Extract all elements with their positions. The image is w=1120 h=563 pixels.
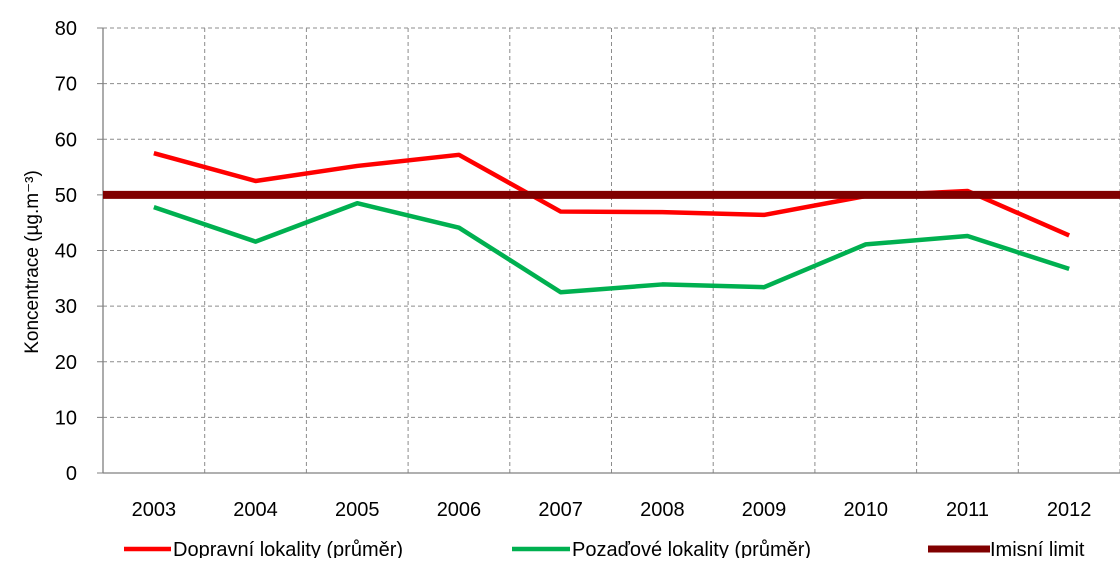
legend-label-3: Imisní limit [990, 539, 1085, 558]
legend-label-2: Pozaďové lokality (průměr) [572, 539, 811, 558]
x-tick-label: 2006 [437, 499, 482, 521]
y-tick-label: 30 [55, 296, 77, 318]
y-tick-label: 10 [55, 407, 77, 429]
y-tick-label: 70 [55, 74, 77, 96]
y-tick-label: 60 [55, 129, 77, 151]
y-tick-label: 0 [66, 463, 77, 485]
x-tick-label: 2008 [640, 499, 685, 521]
x-tick-label: 2012 [1047, 499, 1092, 521]
axes [97, 27, 1120, 474]
x-tick-label: 2011 [946, 499, 989, 521]
y-tick-labels: 0 10 20 30 40 50 60 70 80 [55, 18, 77, 485]
x-tick-label: 2009 [742, 499, 787, 521]
series-line-2 [153, 200, 1070, 295]
y-tick-label: 80 [55, 18, 77, 40]
series-lines [103, 150, 1120, 295]
y-tick-label: 20 [55, 352, 77, 374]
x-tick-label: 2004 [233, 499, 278, 521]
x-tick-label: 2005 [335, 499, 380, 521]
y-tick-label: 50 [55, 185, 77, 207]
x-tick-label: 2003 [132, 499, 177, 521]
y-axis-label: Koncentrace (µg.m⁻³) [22, 170, 43, 354]
x-tick-label: 2010 [844, 499, 889, 521]
x-tick-label: 2007 [538, 499, 583, 521]
x-tick-labels: 2003 2004 2005 2006 2007 2008 2009 2010 2011 2012 [132, 499, 1092, 521]
y-tick-label: 40 [55, 241, 77, 263]
legend: Dopravní lokality (průměr) Pozaďové lokal… [124, 539, 1085, 561]
legend-label-1: Dopravní lokality (průměr) [173, 539, 403, 558]
